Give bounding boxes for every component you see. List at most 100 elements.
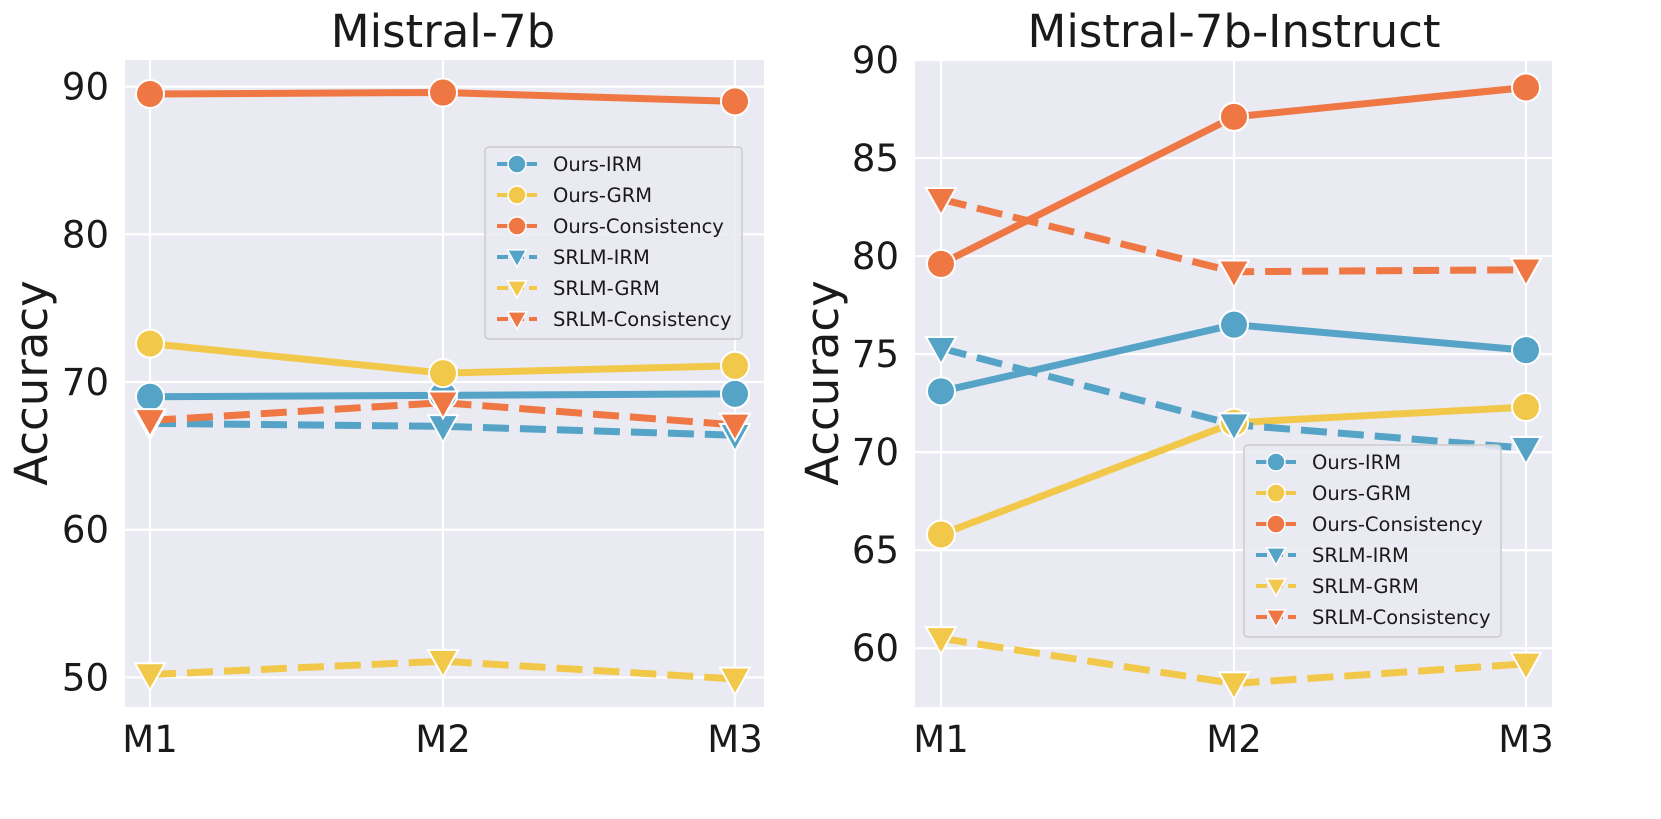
legend-item-ours-grm: Ours-GRM <box>1256 482 1411 505</box>
data-point-ours-consistency-m2 <box>1219 101 1249 132</box>
data-point-ours-grm-m1 <box>926 519 956 550</box>
series-layer <box>133 77 752 697</box>
legend-marker-swatch <box>506 311 528 331</box>
legend-item-srlm-grm: SRLM-GRM <box>1256 575 1419 598</box>
data-point-ours-irm-m2 <box>1219 309 1249 340</box>
data-point-ours-irm-m1 <box>926 376 956 407</box>
data-point-srlm-consistency-m1 <box>133 408 167 439</box>
legend-marker-swatch <box>506 280 528 300</box>
legend-label: SRLM-IRM <box>1312 544 1409 567</box>
x-tick-label: M1 <box>913 718 968 761</box>
chart-title: Mistral-7b <box>331 5 555 58</box>
legend-label: Ours-Consistency <box>1312 513 1483 536</box>
data-point-ours-irm-m1 <box>135 381 165 412</box>
legend-marker-swatch <box>507 185 527 205</box>
legend-marker-swatch <box>507 154 527 174</box>
data-point-srlm-grm-m3 <box>718 666 752 697</box>
x-tick-label: M3 <box>1498 718 1553 761</box>
y-tick-label: 80 <box>62 213 109 256</box>
legend-item-srlm-grm: SRLM-GRM <box>497 277 660 300</box>
legend-label: Ours-GRM <box>553 184 652 207</box>
legend-item-ours-consistency: Ours-Consistency <box>497 215 724 238</box>
legend-label: SRLM-GRM <box>1312 575 1419 598</box>
data-point-ours-consistency-m2 <box>428 77 458 108</box>
data-point-srlm-grm-m3 <box>1509 651 1543 682</box>
legend-marker-swatch <box>1265 578 1287 598</box>
data-point-ours-irm-m3 <box>720 378 750 409</box>
legend-marker-swatch <box>506 249 528 269</box>
legend-label: Ours-IRM <box>1312 451 1401 474</box>
y-tick-labels: 60 65 70 75 80 85 90 <box>852 39 899 670</box>
legend-label: Ours-GRM <box>1312 482 1411 505</box>
legend-item-ours-grm: Ours-GRM <box>497 184 652 207</box>
legend-label: Ours-Consistency <box>553 215 724 238</box>
y-axis-label: Accuracy <box>796 280 849 485</box>
y-tick-label: 60 <box>62 509 109 552</box>
x-tick-labels: M1 M2 M3 <box>913 718 1553 761</box>
data-point-srlm-consistency-m3 <box>1509 257 1543 288</box>
series-layer <box>924 72 1543 702</box>
legend-marker-swatch <box>1266 483 1286 503</box>
data-point-ours-grm-m2 <box>428 358 458 389</box>
chart-panel-mistral-7b-instruct: 60 65 70 75 80 85 90 M1 M2 M3 Mistral-7b-Instruc… <box>796 5 1554 761</box>
data-point-ours-consistency-m3 <box>720 86 750 117</box>
legend-item-ours-irm: Ours-IRM <box>1256 451 1401 474</box>
y-tick-label: 60 <box>852 627 899 670</box>
y-axis-label: Accuracy <box>5 280 58 485</box>
y-tick-label: 85 <box>852 137 899 180</box>
legend: Ours-IRM Ours-GRM Ours-Consistency SRLM-IRM… <box>1243 444 1502 638</box>
series-line-srlm-grm <box>149 657 736 683</box>
legend-marker-swatch <box>1266 452 1286 472</box>
data-point-ours-grm-m1 <box>135 328 165 359</box>
data-point-ours-consistency-m3 <box>1511 72 1541 103</box>
y-tick-label: 65 <box>852 529 899 572</box>
x-tick-labels: M1 M2 M3 <box>122 718 762 761</box>
data-point-ours-consistency-m1 <box>926 248 956 279</box>
y-tick-label: 70 <box>852 431 899 474</box>
legend-label: Ours-IRM <box>553 153 642 176</box>
legend-marker-swatch <box>1265 609 1287 629</box>
y-tick-label: 70 <box>62 361 109 404</box>
data-point-srlm-consistency-m1 <box>924 186 958 218</box>
legend-marker-swatch <box>507 216 527 236</box>
legend: Ours-IRM Ours-GRM Ours-Consistency SRLM-IRM… <box>484 146 743 340</box>
legend-item-ours-irm: Ours-IRM <box>497 153 642 176</box>
legend-item-srlm-consistency: SRLM-Consistency <box>1256 606 1491 629</box>
data-point-srlm-consistency-m2 <box>426 390 460 421</box>
series-line-srlm-consistency <box>149 399 736 429</box>
data-point-srlm-grm-m2 <box>426 648 460 680</box>
data-point-ours-grm-m3 <box>1511 392 1541 423</box>
data-point-srlm-grm-m1 <box>133 662 167 693</box>
data-point-srlm-grm-m1 <box>924 626 958 657</box>
y-tick-label: 80 <box>852 235 899 278</box>
series-line-srlm-irm <box>149 419 736 439</box>
chart-title: Mistral-7b-Instruct <box>1028 5 1441 58</box>
data-point-srlm-grm-m2 <box>1217 671 1251 702</box>
x-tick-label: M1 <box>122 718 177 761</box>
legend-item-srlm-irm: SRLM-IRM <box>1256 544 1409 567</box>
legend-label: SRLM-Consistency <box>1312 606 1491 629</box>
legend-item-srlm-consistency: SRLM-Consistency <box>497 308 732 331</box>
data-point-srlm-irm-m1 <box>924 335 958 367</box>
legend-box <box>1243 444 1502 638</box>
data-point-ours-irm-m3 <box>1511 335 1541 366</box>
legend-label: SRLM-IRM <box>553 246 650 269</box>
data-point-srlm-consistency-m3 <box>718 412 752 443</box>
y-tick-label: 90 <box>62 66 109 109</box>
y-tick-label: 75 <box>852 333 899 376</box>
legend-label: SRLM-GRM <box>553 277 660 300</box>
y-tick-label: 90 <box>852 39 899 82</box>
data-point-srlm-consistency-m2 <box>1217 259 1251 290</box>
chart-panel-mistral-7b: 50 60 70 80 90 M1 M2 M3 Mistral-7b Accuracy Ou… <box>5 5 764 761</box>
legend-item-srlm-irm: SRLM-IRM <box>497 246 650 269</box>
x-tick-label: M3 <box>707 718 762 761</box>
legend-marker-swatch <box>1265 547 1287 567</box>
data-point-ours-consistency-m1 <box>135 78 165 109</box>
data-point-srlm-irm-m3 <box>1509 435 1543 467</box>
legend-label: SRLM-Consistency <box>553 308 732 331</box>
y-tick-labels: 50 60 70 80 90 <box>62 66 109 700</box>
legend-item-ours-consistency: Ours-Consistency <box>1256 513 1483 536</box>
legend-box <box>484 146 743 340</box>
data-point-ours-grm-m3 <box>720 350 750 381</box>
y-tick-label: 50 <box>62 656 109 699</box>
